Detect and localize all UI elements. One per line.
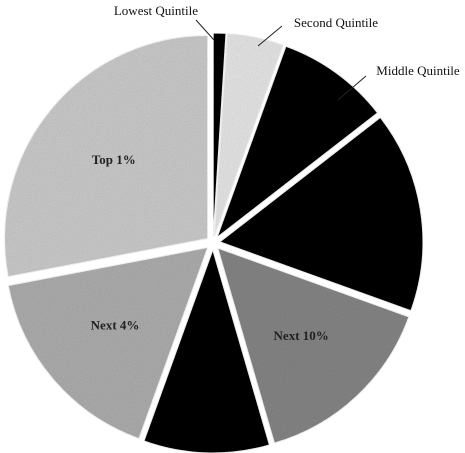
slice-label: Second Quintile	[294, 15, 378, 30]
pie-slice	[218, 116, 424, 312]
pie-slice	[216, 45, 379, 239]
leader-line	[195, 19, 215, 41]
slice-label: Middle Quintile	[376, 63, 460, 78]
slice-label: Lowest Quintile	[114, 3, 198, 18]
slice-label: Next 10%	[274, 328, 329, 343]
pie-slice	[4, 35, 209, 278]
pie-slice	[7, 246, 209, 440]
pie-slice	[217, 247, 410, 444]
pie	[4, 32, 424, 453]
leader-line	[337, 75, 367, 101]
pie-slice	[212, 32, 227, 237]
slice-label: Next 4%	[91, 318, 140, 333]
leader-line	[257, 25, 283, 47]
labels: Lowest Quintile Second Quintile Middle Qui…	[91, 3, 460, 343]
pie-slice	[213, 33, 284, 237]
slice-label: Top 1%	[92, 152, 136, 167]
